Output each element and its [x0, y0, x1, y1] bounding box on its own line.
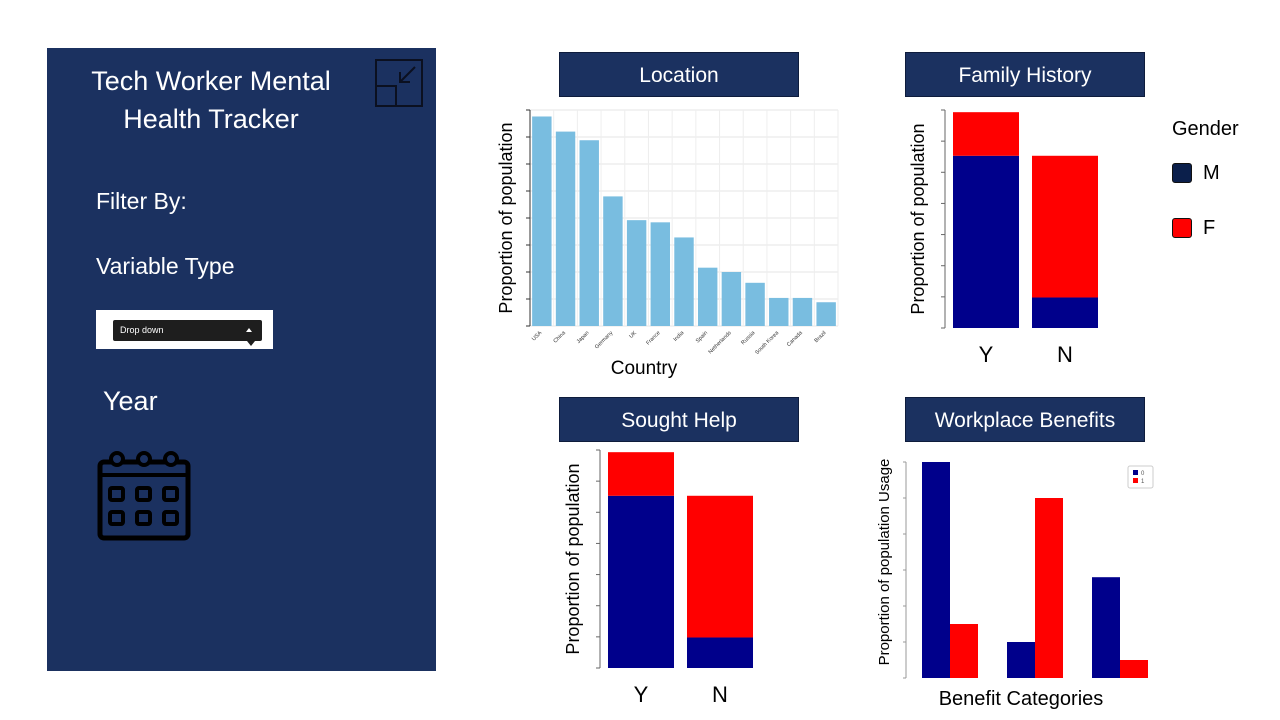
legend-swatch-male — [1172, 163, 1192, 183]
sought-help-chart-title: Sought Help — [559, 397, 799, 442]
bar-uk — [626, 220, 647, 326]
workplace-benefits-chart-title: Workplace Benefits — [905, 397, 1145, 442]
bar-canada — [792, 297, 813, 326]
bar-y-m — [953, 155, 1019, 328]
calendar-icon[interactable] — [97, 448, 193, 542]
location-chart: USA China Japan Germany UK France India SpainNe… — [496, 109, 839, 379]
series-legend-label: 1 — [1141, 479, 1145, 485]
series-legend-swatch-1 — [1133, 478, 1138, 483]
legend-title: Gender — [1172, 118, 1239, 140]
gender-legend: Gender M F — [1172, 118, 1272, 248]
sidebar: Tech Worker Mental Health Tracker Filter… — [47, 48, 436, 671]
sought-help-chart: Y N Proportion of population — [563, 449, 753, 707]
bar-group-3-series-1 — [1120, 660, 1148, 678]
series-legend-swatch-0 — [1133, 470, 1138, 475]
bar-group-2-series-0 — [1007, 642, 1035, 678]
x-tick-label: Y — [979, 342, 994, 367]
x-axis-label: Country — [611, 358, 678, 379]
family-history-chart: Y N Proportion of population — [908, 109, 1098, 367]
family-history-chart-title: Family History — [905, 52, 1145, 97]
bar-n-m — [687, 637, 753, 668]
variable-type-dropdown[interactable]: Drop down — [113, 320, 262, 341]
x-axis-label: Benefit Categories — [939, 688, 1104, 710]
legend-label-female: F — [1203, 217, 1216, 239]
x-tick-label: Brazil — [814, 330, 828, 344]
year-label: Year — [103, 386, 158, 416]
x-tick-label: Y — [634, 682, 649, 707]
chevron-up-icon — [246, 328, 252, 332]
bar-netherlands — [721, 272, 742, 326]
y-axis-label: Proportion of population Usage — [876, 459, 893, 666]
app-title: Tech Worker Mental Health Tracker — [91, 66, 331, 134]
bar-y-f — [608, 452, 674, 496]
bar-n-f — [1032, 155, 1098, 298]
filter-by-label: Filter By: — [96, 188, 187, 214]
x-tick-label: N — [712, 682, 728, 707]
x-tick-label: N — [1057, 342, 1073, 367]
y-axis-label: Proportion of population — [563, 463, 583, 654]
bar-russia — [745, 282, 765, 326]
bar-n-m — [1032, 297, 1098, 328]
bar-south-korea — [769, 297, 789, 326]
variable-type-dropdown-container: Drop down — [96, 310, 273, 349]
x-tick-label: USA — [531, 330, 543, 342]
location-chart-title: Location — [559, 52, 799, 97]
y-axis-label: Proportion of population — [908, 123, 928, 314]
legend-swatch-female — [1172, 218, 1192, 238]
legend-label-male: M — [1203, 162, 1220, 184]
bar-japan — [579, 140, 599, 326]
bar-group-1-series-1 — [950, 624, 978, 678]
bar-y-m — [608, 495, 674, 668]
x-tick-label: Japan — [576, 330, 591, 345]
x-tick-label: Netherlands — [708, 330, 733, 355]
bar-usa — [532, 116, 552, 326]
x-tick-label: Russia — [740, 330, 757, 347]
series-legend-label: 0 — [1141, 471, 1145, 477]
bar-germany — [603, 196, 623, 326]
x-tick-label: France — [645, 330, 661, 346]
dropdown-value: Drop down — [120, 325, 164, 335]
bar-group-1-series-0 — [922, 462, 950, 678]
x-tick-label: China — [553, 330, 568, 345]
x-tick-label: Germany — [594, 330, 614, 350]
x-tick-label: Canada — [786, 330, 805, 349]
dropdown-pointer-icon — [247, 341, 255, 346]
y-axis-label: Proportion of population — [496, 122, 516, 313]
bar-france — [650, 222, 671, 326]
collapse-icon[interactable] — [375, 59, 423, 107]
bar-y-f — [953, 112, 1019, 156]
bar-spain — [697, 267, 718, 326]
x-tick-label: UK — [628, 330, 638, 340]
bar-n-f — [687, 495, 753, 638]
bar-group-3-series-0 — [1092, 577, 1120, 678]
workplace-benefits-chart: 0 1 Benefit Categories Proportion of popula… — [876, 459, 1154, 710]
x-tick-label: Spain — [695, 330, 709, 344]
x-tick-label: India — [673, 330, 686, 343]
bar-group-2-series-1 — [1035, 498, 1063, 678]
x-tick-label: South Korea — [754, 330, 781, 357]
bar-brazil — [816, 302, 836, 326]
variable-type-label: Variable Type — [96, 253, 235, 279]
bar-china — [555, 131, 576, 326]
bar-india — [674, 237, 694, 326]
